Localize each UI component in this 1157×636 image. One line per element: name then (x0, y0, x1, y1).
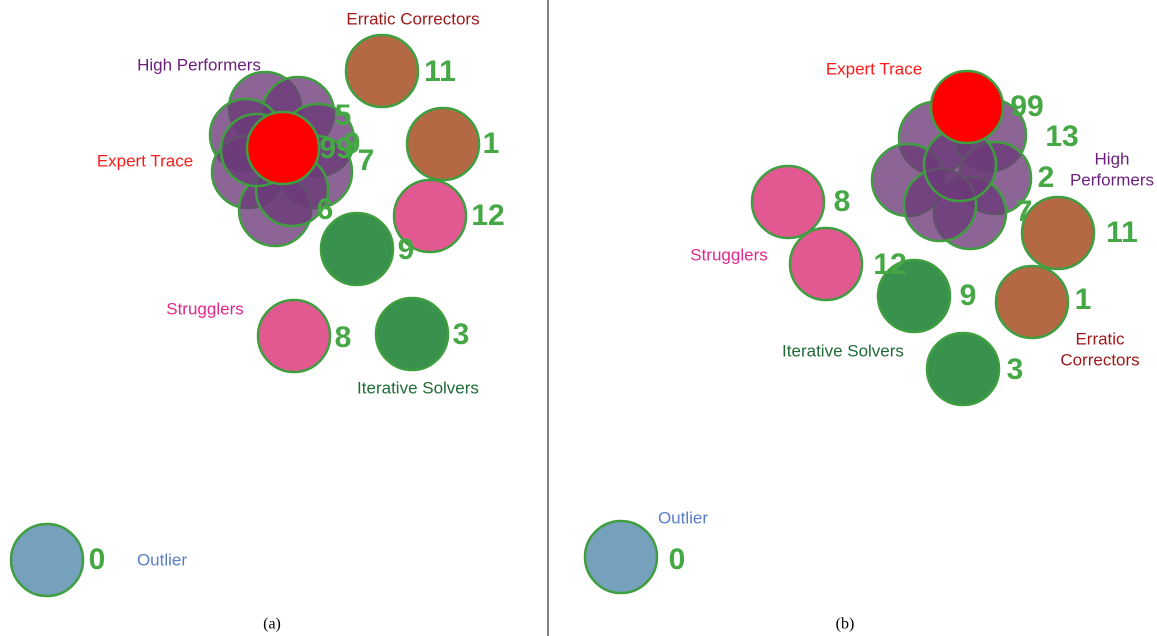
group-label: Strugglers (166, 299, 243, 318)
node-label: 3 (1007, 353, 1024, 386)
node-label: 1 (1075, 283, 1092, 316)
node-circle (750, 164, 826, 240)
node-label: 12 (873, 248, 906, 281)
node-circle (344, 33, 420, 109)
group-label: Outlier (137, 550, 187, 569)
group-label: Expert Trace (97, 151, 193, 170)
group-label: Correctors (1060, 350, 1139, 369)
node-label: 9 (344, 127, 361, 160)
node-circle (256, 298, 332, 374)
node-circle (319, 211, 395, 287)
node-label: 13 (1045, 120, 1078, 153)
node-circle (994, 264, 1070, 340)
node-circle (1020, 195, 1096, 271)
caption: (a) (263, 616, 281, 633)
group-label: Outlier (658, 508, 708, 527)
node-label: 7 (1016, 195, 1033, 228)
group-label: Performers (1070, 170, 1154, 189)
node-label: 8 (834, 185, 851, 218)
node-label: 3 (453, 318, 470, 351)
node-label: 2 (1038, 161, 1055, 194)
node-label: 9 (398, 233, 415, 266)
node-label: 12 (471, 199, 504, 232)
node-circle (876, 258, 952, 334)
group-label: High Performers (137, 55, 261, 74)
node-label: 5 (335, 99, 352, 132)
group-label: Erratic Correctors (346, 9, 479, 28)
node-circle (788, 226, 864, 302)
node-label: 99 (319, 132, 352, 165)
node-label: 99 (1010, 90, 1043, 123)
caption: (b) (836, 616, 855, 633)
node-label: 11 (424, 55, 456, 88)
node-circle (245, 110, 321, 186)
node-label: 9 (960, 279, 977, 312)
group-label: Strugglers (690, 245, 767, 264)
node-circle (405, 106, 481, 182)
node-label: 1 (483, 127, 500, 160)
node-label: 8 (335, 321, 352, 354)
node-circle (929, 69, 1005, 145)
node-label: 7 (358, 144, 375, 177)
node-circle (374, 296, 450, 372)
node-label: 11 (1106, 216, 1138, 249)
node-circle (583, 519, 659, 595)
node-circle (925, 331, 1001, 407)
group-label: Erratic (1075, 329, 1125, 348)
group-label: Expert Trace (826, 59, 922, 78)
group-label: High (1095, 149, 1130, 168)
node-label: 0 (89, 543, 106, 576)
node-circle (392, 178, 468, 254)
group-label: Iterative Solvers (357, 378, 479, 397)
group-label: Iterative Solvers (782, 341, 904, 360)
node-label: 6 (317, 193, 334, 226)
node-label: 0 (669, 543, 686, 576)
node-circle (9, 522, 85, 598)
